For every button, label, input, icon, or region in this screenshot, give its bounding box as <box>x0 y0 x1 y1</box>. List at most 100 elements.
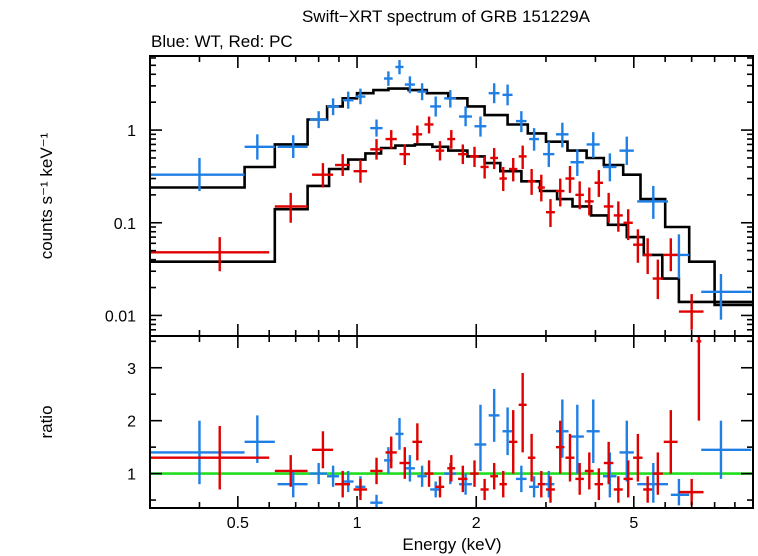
ratio-pc-point <box>594 468 604 501</box>
y-tick-label: 1 <box>127 467 136 484</box>
ratio-pc-point <box>663 410 678 474</box>
spectrum-pc-point <box>480 156 489 179</box>
ratio-pc-point <box>652 452 663 495</box>
ratio-pc-point <box>385 436 397 469</box>
ratio-pc-point <box>499 470 507 498</box>
spectrum-wt-point <box>150 157 245 192</box>
spectrum-pc-point <box>613 201 623 232</box>
ratio-pc-point <box>643 476 653 503</box>
spectrum-pc-point <box>594 170 604 197</box>
spectrum-wt-point <box>570 149 584 176</box>
ratio-wt-point <box>586 399 600 464</box>
spectrum-wt-point <box>355 88 366 105</box>
spectrum-wt-point <box>384 71 393 86</box>
ratio-pc-point <box>575 463 584 495</box>
ratio-pc-point <box>545 476 555 503</box>
spectrum-wt-point <box>637 185 668 219</box>
x-tick-label: 1 <box>353 515 362 532</box>
spectrum-pc-point <box>424 116 434 134</box>
spectrum-wt-point <box>244 134 275 160</box>
spectrum-pc-point <box>603 192 614 223</box>
ratio-pc-point <box>370 457 383 485</box>
spectrum-wt-point <box>277 135 308 158</box>
spectrum-pc-point <box>447 130 456 149</box>
ratio-pc-point <box>312 431 334 469</box>
ratio-wt-point <box>395 418 404 450</box>
ratio-wt-point <box>150 420 245 485</box>
ratio-wt-point <box>543 470 555 498</box>
ratio-wt-point <box>619 420 634 482</box>
spectrum-panel: 0.01 0.1 1 counts s⁻¹ keV⁻¹ <box>37 55 754 337</box>
spectrum-pc-point <box>335 154 351 176</box>
x-axis-label: Energy (keV) <box>402 535 501 554</box>
spectrum-pc-point <box>499 166 507 192</box>
spectrum-wt-point <box>342 91 354 109</box>
spectrum-wt-point <box>474 116 487 137</box>
ratio-series-wt <box>150 388 752 508</box>
x-tick-label: 5 <box>629 515 638 532</box>
ratio-wt-point <box>404 455 415 482</box>
ratio-pc-point <box>696 336 702 421</box>
y-axis-label-counts: counts s⁻¹ keV⁻¹ <box>37 132 56 259</box>
chart-title: Swift−XRT spectrum of GRB 151229A <box>302 7 591 26</box>
ratio-wt-point <box>515 465 527 493</box>
ratio-wt-point <box>502 407 513 456</box>
ratio-pc-point <box>555 420 565 474</box>
spectrum-pc-point <box>584 187 594 216</box>
y-tick-label: 3 <box>127 361 136 378</box>
ratio-pc-point <box>412 423 423 461</box>
spectrum-pc-point <box>537 174 545 202</box>
spectrum-pc-point <box>370 139 383 160</box>
spectrum-wt-point <box>370 119 383 137</box>
spectrum-wt-point <box>417 83 427 101</box>
data-series <box>150 60 752 330</box>
ratio-wt-point <box>277 470 308 498</box>
model-curves <box>150 87 753 307</box>
spectrum-pc-point <box>312 163 334 188</box>
spectrum-wt-point <box>701 273 752 320</box>
spectrum-series-pc <box>150 116 704 330</box>
ratio-wt-point <box>555 399 569 458</box>
spectrum-wt-point <box>502 84 513 106</box>
ratio-wt-point <box>244 415 275 464</box>
ratio-pc-point <box>447 455 456 482</box>
spectrum-wt-point <box>395 60 404 75</box>
y-axis-label-ratio: ratio <box>37 405 56 438</box>
ratio-wt-point <box>327 465 339 487</box>
tick-marks: 0.5 1 2 5 1 2 3 <box>127 336 754 532</box>
bottom-plot-frame <box>149 335 754 509</box>
ratio-wt-point <box>370 494 383 508</box>
ratio-series-pc <box>150 336 704 506</box>
spectrum-wt-point <box>444 90 457 108</box>
ratio-pc-point <box>399 447 410 479</box>
ratio-wt-point <box>529 476 539 498</box>
ratio-pc-point <box>603 441 614 485</box>
ratio-pc-point <box>565 433 575 482</box>
spectrum-pc-point <box>274 192 308 223</box>
spectrum-pc-point <box>470 146 479 167</box>
spectrum-wt-point <box>430 96 442 117</box>
spectrum-pc-point <box>399 144 410 165</box>
ratio-pc-point <box>623 460 633 498</box>
y-tick-label: 0.1 <box>114 216 136 233</box>
spectrum-series-wt <box>150 60 752 320</box>
spectrum-pc-point <box>623 209 633 241</box>
ratio-pc-point <box>458 465 468 493</box>
spectrum-wt-point <box>586 132 600 158</box>
spectrum-pc-point <box>518 145 527 170</box>
spectrum-wt-point <box>555 122 569 148</box>
spectrum-wt-point <box>327 98 339 116</box>
ratio-pc-point <box>678 478 704 506</box>
ratio-pc-point <box>480 478 489 501</box>
spectrum-wt-point <box>488 83 500 104</box>
ratio-series <box>150 336 752 508</box>
ratio-pc-point <box>537 470 545 498</box>
spectrum-pc-point <box>633 229 643 263</box>
spectrum-wt-point <box>619 136 634 165</box>
spectrum-wt-point <box>529 128 539 151</box>
ratio-wt-point <box>474 404 487 471</box>
spectrum-pc-point <box>490 148 499 170</box>
spectrum-pc-point <box>353 159 368 183</box>
ratio-pc-point <box>335 470 351 498</box>
